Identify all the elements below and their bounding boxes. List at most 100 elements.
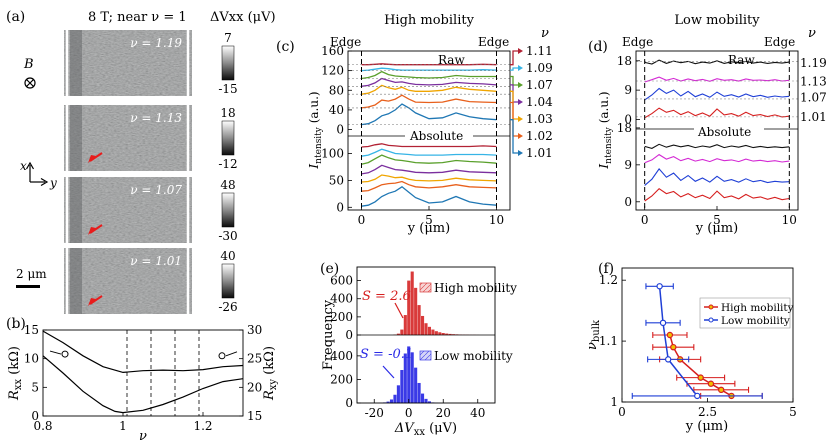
high-mobility-bar (403, 315, 407, 335)
e-ytick-label: 400 (330, 292, 353, 306)
high-mobility-bar (445, 333, 449, 335)
raw-trace-1.01 (644, 107, 790, 119)
data-point (707, 380, 715, 387)
high-mobility-bar (452, 334, 456, 335)
d-legend-title: ν (808, 26, 816, 41)
panel-b: (b) 0.8 1 1.2 0 5 10 15 15 20 25 30 Rxx (kΩ) Rxy (kΩ… (6, 316, 279, 443)
d-xtick-label: 10 (782, 213, 797, 227)
c-raw-label: Raw (438, 53, 465, 67)
c-ytick-label: 120 (321, 64, 344, 78)
f-ytick-label: 1 (610, 395, 618, 409)
c-legend-item: 1.02 (526, 129, 553, 143)
c-absolute-bg (405, 127, 473, 145)
axes-arrows-icon (25, 161, 49, 187)
abs-trace-1.03 (361, 174, 497, 183)
map-edge-band (70, 177, 82, 243)
c-absolute-label: Absolute (409, 129, 463, 143)
colorbar-max: 40 (220, 249, 235, 263)
legend-arrow-icon (518, 133, 523, 139)
raw-trace-1.01 (361, 103, 497, 126)
raw-trace-1.07 (644, 87, 790, 101)
d-ytick-label: 9 (624, 83, 632, 97)
skew-high-arrow-icon (394, 302, 404, 319)
c-ytick-label: 40 (329, 103, 344, 117)
b-xtick-label: 1 (119, 419, 127, 433)
data-point (717, 386, 725, 394)
axis-x-label: x (20, 159, 27, 173)
c-ytick-lower-label: 100 (321, 146, 344, 160)
b-y2tick-label: 15 (247, 409, 262, 423)
d-ytick-label: 0 (624, 112, 632, 126)
legend-leader (510, 119, 520, 154)
low-mobility-bar (393, 394, 397, 403)
abs-trace-1.07 (361, 154, 497, 165)
c-edge-left: Edge (330, 35, 361, 49)
data-point (656, 283, 663, 290)
low-mobility-bar (403, 353, 407, 403)
abs-trace-1.02 (361, 180, 497, 192)
d-raw-label: Raw (728, 53, 755, 67)
colorbar-unit: ΔVxx (μV) (210, 10, 276, 25)
c-xtick-label: 0 (358, 213, 366, 227)
legend-arrow-icon (518, 150, 523, 156)
red-arrow-icon (89, 295, 103, 305)
map-texture (64, 30, 192, 96)
c-xlabel: y (μm) (407, 221, 450, 236)
e-ytick-lower-label: 200 (330, 372, 353, 386)
low-mobility-line (658, 286, 698, 397)
high-mobility-line (669, 334, 732, 397)
f-xlabel: y (μm) (685, 419, 728, 434)
map-texture (64, 177, 192, 243)
low-mobility-bar (407, 346, 411, 403)
b-y2label: Rxy (kΩ) (262, 346, 279, 401)
c-legend-item: 1.04 (526, 95, 553, 109)
low-mobility-bar (400, 370, 404, 403)
f-legend-item: Low mobility (721, 315, 790, 327)
d-ytick-lower-label: 0 (624, 195, 632, 209)
c-ytick-label: 160 (321, 44, 344, 58)
e-ytick-label: 200 (330, 310, 353, 324)
red-arrow-icon (89, 152, 103, 162)
high-mobility-bar (414, 287, 418, 335)
raw-trace-1.03 (361, 84, 497, 95)
c-ytick-lower-label: 50 (329, 173, 344, 187)
map-edge-band (70, 30, 82, 96)
d-edge-left: Edge (622, 35, 653, 49)
map-nu-label: ν = 1.13 (130, 111, 182, 125)
e-ytick-label: 600 (330, 274, 353, 288)
abs-trace-1.11 (361, 143, 497, 148)
high-mobility-bar (407, 280, 411, 335)
data-point (659, 319, 667, 327)
high-mobility-bar (396, 333, 400, 335)
e-ytick-lower-label: 0 (345, 396, 353, 410)
b-ytick-label: 10 (24, 352, 39, 366)
e-ylabel: Frequency (321, 299, 336, 370)
e-xtick-label: 0 (405, 406, 413, 420)
c-xtick-label: 5 (425, 213, 433, 227)
low-mobility-bar (410, 352, 414, 403)
high-mobility-bar (434, 331, 438, 335)
d-xtick-label: 5 (713, 213, 721, 227)
high-mobility-bar (431, 329, 435, 335)
c-legend-item: 1.11 (526, 44, 553, 58)
colorbar (221, 45, 235, 81)
panel-e-label: (e) (320, 261, 339, 277)
scalebar (16, 285, 40, 288)
colorbar (221, 263, 235, 299)
c-title: High mobility (384, 13, 474, 28)
low-mobility-bar (396, 385, 400, 403)
low-mobility-bar (414, 367, 418, 403)
rxy-arrow-icon (225, 351, 238, 357)
panel-d-label: (d) (588, 39, 608, 55)
c-legend-item: 1.07 (526, 78, 553, 92)
abs-trace-1.13 (644, 153, 790, 164)
abs-trace-1.09 (361, 148, 497, 157)
map-nu-label: ν = 1.19 (130, 36, 182, 50)
legend-arrow-icon (518, 99, 523, 105)
b-xlabel: ν (139, 429, 147, 443)
raw-trace-1.02 (361, 94, 497, 109)
